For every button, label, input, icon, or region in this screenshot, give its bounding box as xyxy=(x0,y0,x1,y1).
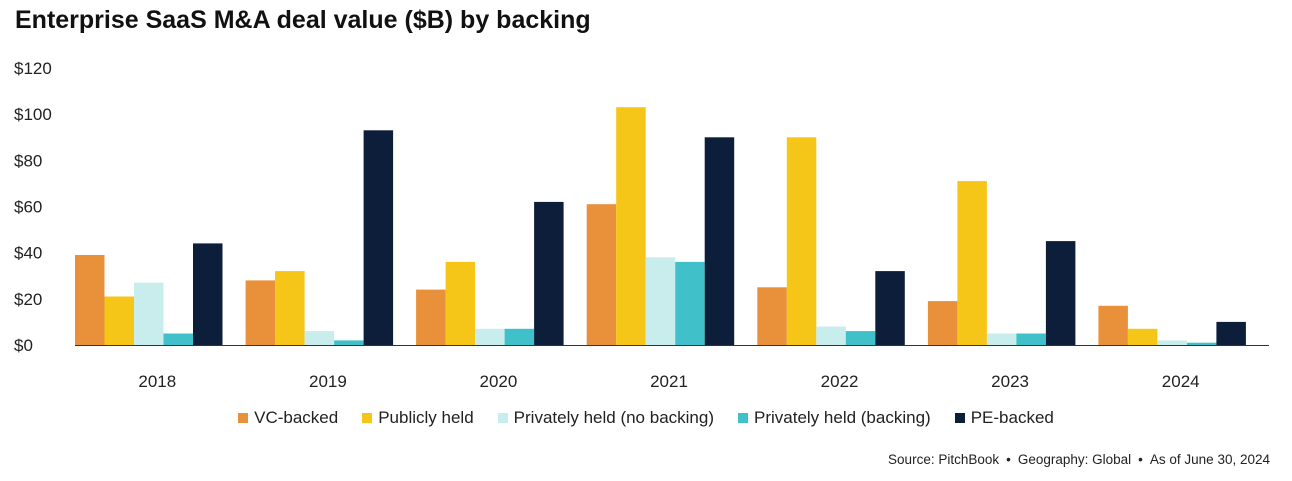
bar-publicly-held-2018 xyxy=(104,296,134,345)
bar-publicly-held-2020 xyxy=(445,261,476,345)
bar-privately-held-no-backing-2018 xyxy=(134,282,164,345)
y-tick-label: $100 xyxy=(14,105,52,124)
legend-swatch xyxy=(497,413,508,423)
x-tick-label: 2019 xyxy=(309,372,347,391)
bar-vc-backed-2020 xyxy=(416,289,446,345)
x-axis: 2018 2019 2020 2021 2022 2023 2024 xyxy=(138,372,1199,391)
legend-swatch xyxy=(954,413,965,423)
x-tick-label: 2023 xyxy=(991,372,1029,391)
legend-label: PE-backed xyxy=(970,408,1054,427)
legend-item: Privately held (backing) xyxy=(738,408,931,428)
bar-vc-backed-2024 xyxy=(1098,305,1128,345)
separator-1: • xyxy=(1006,452,1011,467)
bar-vc-backed-2021 xyxy=(586,204,617,345)
legend-label: Privately held (no backing) xyxy=(513,408,714,427)
legend-label: Privately held (backing) xyxy=(754,408,931,427)
bar-pe-backed-2019 xyxy=(363,130,394,345)
bar-privately-held-no-backing-2023 xyxy=(986,333,1017,345)
bar-pe-backed-2020 xyxy=(534,201,564,345)
legend-swatch xyxy=(738,413,748,423)
bar-pe-backed-2023 xyxy=(1045,241,1076,345)
y-tick-label: $20 xyxy=(14,290,42,309)
bar-privately-held-backing-2018 xyxy=(163,333,193,345)
bar-vc-backed-2018 xyxy=(75,255,105,345)
bar-publicly-held-2019 xyxy=(275,271,305,345)
legend-item: VC-backed xyxy=(238,408,338,428)
bar-privately-held-no-backing-2022 xyxy=(816,326,846,345)
bar-privately-held-backing-2022 xyxy=(845,331,876,345)
as-of-text: As of June 30, 2024 xyxy=(1149,452,1270,467)
bar-privately-held-backing-2023 xyxy=(1016,333,1046,345)
legend-label: Publicly held xyxy=(378,408,474,427)
legend-item: Publicly held xyxy=(362,408,474,428)
bar-privately-held-backing-2019 xyxy=(334,340,364,345)
legend-swatch xyxy=(362,413,373,423)
bar-pe-backed-2018 xyxy=(193,243,223,345)
source-footer: Source: PitchBook • Geography: Global • As o… xyxy=(888,452,1270,467)
bar-pe-backed-2024 xyxy=(1216,321,1246,345)
bar-privately-held-no-backing-2020 xyxy=(475,328,505,345)
legend-item: Privately held (no backing) xyxy=(497,408,714,428)
bar-publicly-held-2022 xyxy=(786,137,817,346)
geography-text: Geography: Global xyxy=(1017,452,1132,467)
bar-publicly-held-2023 xyxy=(957,181,987,345)
bar-vc-backed-2022 xyxy=(757,287,787,345)
bar-publicly-held-2024 xyxy=(1127,328,1158,345)
bar-privately-held-backing-2020 xyxy=(504,328,535,345)
bar-vc-backed-2019 xyxy=(245,280,276,345)
y-tick-label: $60 xyxy=(14,198,42,217)
bar-privately-held-backing-2024 xyxy=(1186,342,1217,345)
bar-chart: $0$20$40$60$80$100$120 2018 2019 2020 2021 2… xyxy=(14,59,1269,391)
bars-group xyxy=(75,107,1246,346)
x-tick-label: 2020 xyxy=(479,372,517,391)
y-tick-label: $80 xyxy=(14,151,42,170)
y-tick-label: $120 xyxy=(14,59,52,78)
legend: VC-backed Publicly held Privately held (no… xyxy=(0,408,1292,428)
x-tick-label: 2021 xyxy=(650,372,688,391)
bar-vc-backed-2023 xyxy=(927,301,958,345)
source-text: Source: PitchBook xyxy=(888,452,1000,467)
bar-privately-held-no-backing-2021 xyxy=(645,257,676,345)
x-tick-label: 2018 xyxy=(138,372,176,391)
x-tick-label: 2024 xyxy=(1162,372,1200,391)
y-tick-label: $40 xyxy=(14,244,42,263)
bar-privately-held-backing-2021 xyxy=(675,261,705,345)
bar-pe-backed-2022 xyxy=(875,271,905,345)
separator-2: • xyxy=(1138,452,1143,467)
legend-swatch xyxy=(238,413,249,423)
x-tick-label: 2022 xyxy=(821,372,859,391)
y-tick-label: $0 xyxy=(14,336,33,355)
bar-pe-backed-2021 xyxy=(704,137,735,346)
bar-privately-held-no-backing-2019 xyxy=(304,331,335,345)
bar-publicly-held-2021 xyxy=(616,107,646,345)
legend-label: VC-backed xyxy=(254,408,339,427)
chart-title: Enterprise SaaS M&A deal value ($B) by b… xyxy=(15,6,591,34)
legend-item: PE-backed xyxy=(954,408,1054,428)
bar-privately-held-no-backing-2024 xyxy=(1157,340,1187,345)
y-axis: $0 $20 $40 $60 $80 $100 $120 xyxy=(14,59,52,355)
